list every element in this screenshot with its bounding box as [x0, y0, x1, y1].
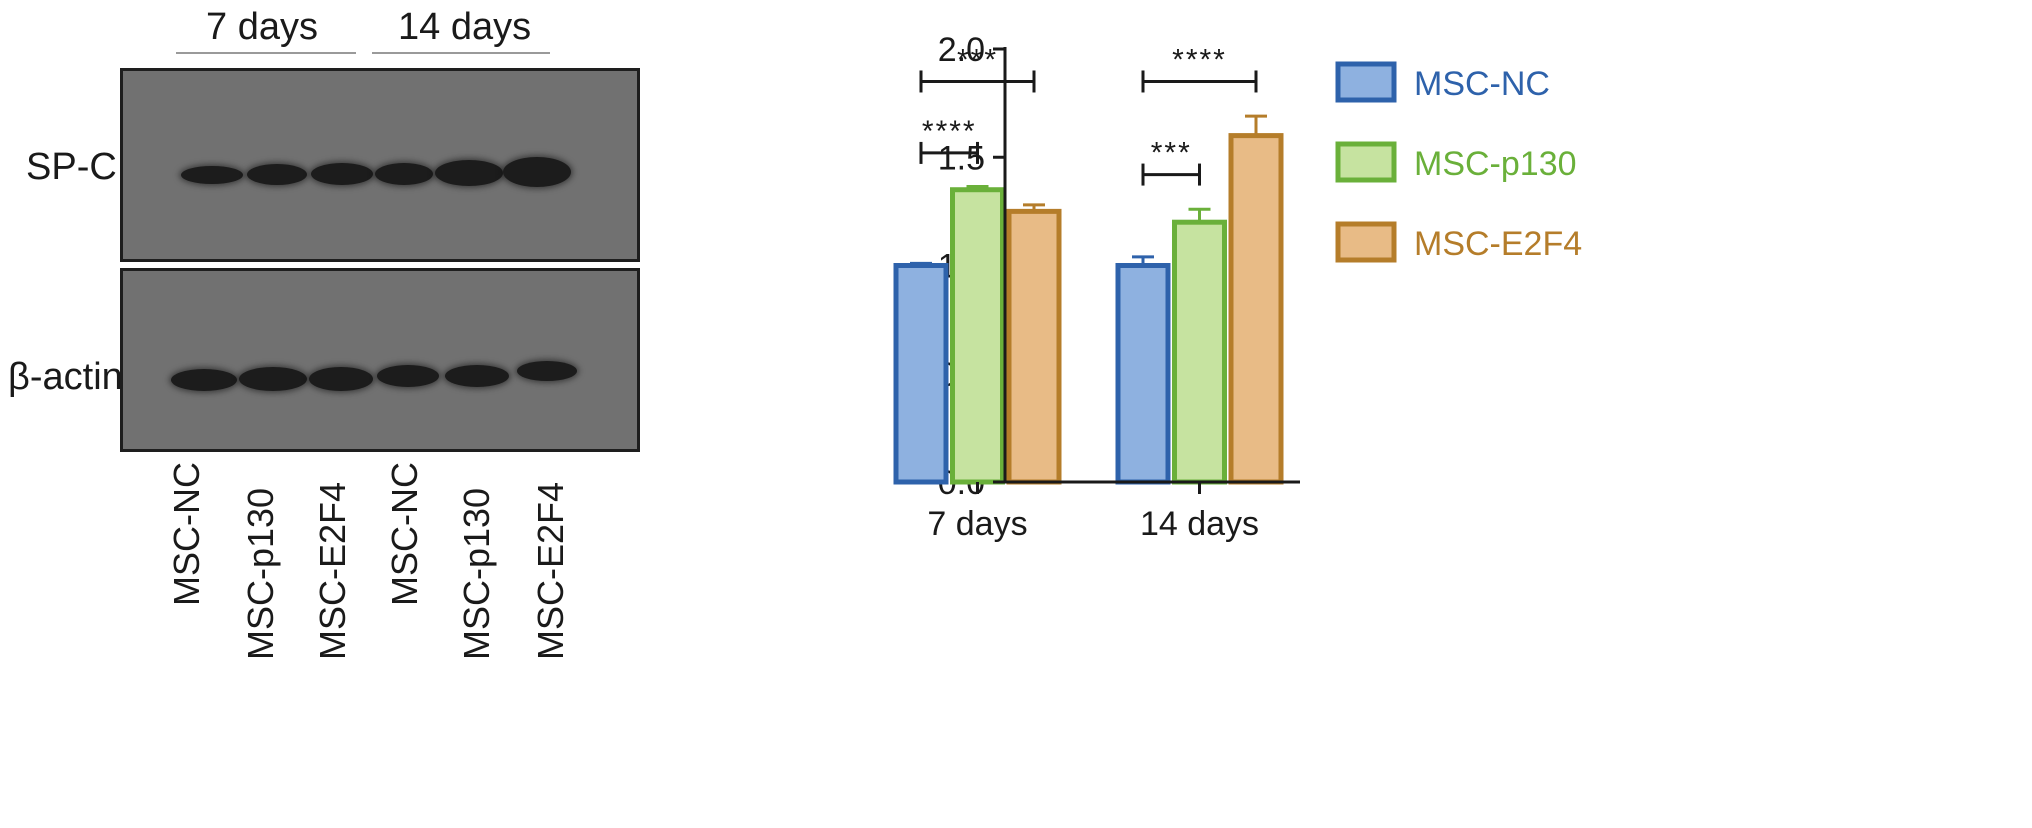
bar-MSC-NC-7 days [893, 263, 949, 485]
spc-band-3 [311, 163, 373, 185]
bar-MSC-E2F4-7 days [1006, 208, 1062, 485]
sig-label-2: **** [1172, 43, 1227, 76]
bactin-band-1 [171, 369, 237, 391]
y-tick-label-4: 2.0 [938, 31, 985, 69]
lane-label-6: MSC-E2F4 [530, 481, 571, 660]
x-tick-label-1: 14 days [1140, 505, 1259, 543]
sig-label-3: *** [1151, 137, 1192, 170]
bactin-band-2 [239, 367, 307, 391]
lane-label-2: MSC-p130 [240, 487, 281, 660]
lane-label-1: MSC-NC [166, 462, 207, 606]
blot-membrane-bactin [120, 268, 640, 452]
spc-band-6 [503, 157, 571, 187]
legend-label-MSC-E2F4: MSC-E2F4 [1414, 225, 1582, 263]
bar-MSC-p130-7 days [950, 187, 1005, 485]
lane-label-5: MSC-p130 [456, 487, 497, 660]
blot-group-label-7days: 7 days [206, 6, 318, 48]
bar-MSC-E2F4-14 days [1228, 133, 1284, 485]
blot-row-label-spc: SP-C [26, 146, 117, 188]
spc-band-1 [181, 166, 243, 184]
bar-MSC-NC-14 days [1115, 263, 1171, 485]
lane-label-3: MSC-E2F4 [312, 481, 353, 660]
legend-label-MSC-p130: MSC-p130 [1414, 145, 1577, 183]
legend-label-MSC-NC: MSC-NC [1414, 65, 1550, 103]
sig-label-1: **** [922, 115, 977, 148]
spc-band-4 [375, 163, 433, 185]
spc-band-5 [435, 160, 503, 186]
x-tick-label-0: 7 days [927, 505, 1027, 543]
bactin-band-5 [445, 365, 509, 387]
blot-membrane-spc [120, 68, 640, 262]
bar-MSC-p130-14 days [1172, 219, 1227, 485]
blot-group-line-7days [176, 52, 356, 54]
bactin-band-4 [377, 365, 439, 387]
spc-band-2 [247, 164, 307, 185]
blot-row-label-bactin: β-actin [8, 356, 123, 398]
blot-group-line-14days [372, 52, 550, 54]
bactin-band-6 [517, 361, 577, 381]
bar-chart: SP-C protein(relative expression)0.00.51… [893, 31, 1582, 543]
bactin-band-3 [309, 367, 373, 391]
blot-group-label-14days: 14 days [398, 6, 532, 48]
lane-label-4: MSC-NC [384, 462, 425, 606]
sig-label-0: *** [957, 43, 998, 76]
legend-swatch-MSC-E2F4 [1335, 221, 1397, 263]
legend-swatch-MSC-NC [1335, 61, 1397, 103]
legend-swatch-MSC-p130 [1335, 141, 1397, 183]
